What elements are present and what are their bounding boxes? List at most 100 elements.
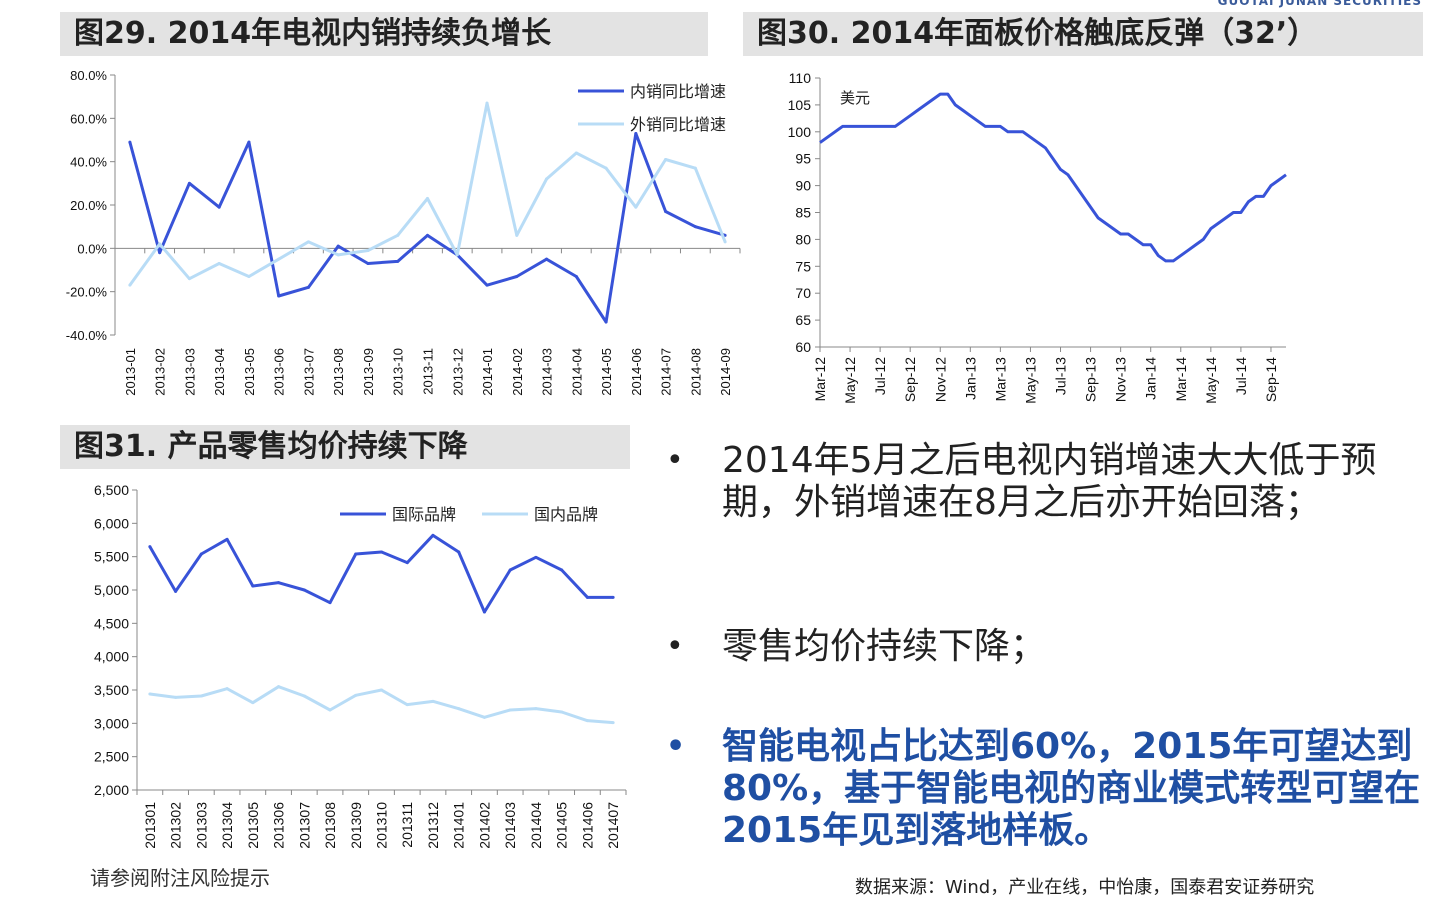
data-point xyxy=(306,240,310,244)
data-point xyxy=(485,283,489,287)
data-point xyxy=(545,257,549,261)
x-tick-label: 2013-01 xyxy=(123,348,138,396)
data-point xyxy=(302,694,306,698)
data-point xyxy=(247,140,251,144)
y-tick-label: 5,000 xyxy=(94,582,129,598)
data-point xyxy=(585,595,589,599)
data-point xyxy=(306,285,310,289)
data-point xyxy=(187,277,191,281)
y-tick-label: 5,500 xyxy=(94,549,129,565)
data-point xyxy=(457,707,461,711)
x-tick-label: 2014-01 xyxy=(480,348,495,396)
data-point xyxy=(455,253,459,257)
x-tick-label: 201308 xyxy=(322,802,338,849)
x-tick-label: 2014-07 xyxy=(659,348,674,396)
data-point xyxy=(158,242,162,246)
bullet-item-3: • 智能电视占比达到60%，2015年可望达到80%，基于智能电视的商业模式转型… xyxy=(660,726,1440,852)
y-tick-label: 3,000 xyxy=(94,715,129,731)
unit-label: 美元 xyxy=(840,89,870,107)
y-tick-label: 70 xyxy=(795,285,811,301)
x-tick-label: 2013-06 xyxy=(272,348,287,396)
x-tick-label: Sep-12 xyxy=(902,357,918,402)
data-point xyxy=(128,283,132,287)
x-tick-label: 201309 xyxy=(348,802,364,849)
y-tick-label: 100 xyxy=(788,124,812,140)
data-point xyxy=(426,197,429,200)
x-tick-label: Mar-14 xyxy=(1173,357,1189,402)
data-point xyxy=(604,320,608,324)
x-tick-label: Nov-12 xyxy=(932,357,948,402)
data-point xyxy=(187,181,191,185)
x-tick-label: 2014-03 xyxy=(540,348,555,396)
legend-label: 国际品牌 xyxy=(392,505,456,524)
data-point xyxy=(457,550,461,554)
x-tick-label: 201306 xyxy=(271,802,287,849)
x-tick-label: 2013-08 xyxy=(331,348,346,396)
x-tick-label: 201403 xyxy=(502,802,518,849)
data-point xyxy=(634,205,638,209)
data-point xyxy=(585,719,589,723)
fig29-title: 图29. 2014年电视内销持续负增长 xyxy=(60,12,708,56)
x-tick-label: 2014-04 xyxy=(569,348,584,396)
data-point xyxy=(482,610,486,614)
bullet-text-1: 2014年5月之后电视内销增速大大低于预期，外销增速在8月之后亦开始回落； xyxy=(722,440,1377,523)
data-point xyxy=(611,721,615,725)
x-tick-label: 201407 xyxy=(605,802,621,849)
x-tick-label: 201402 xyxy=(476,802,492,849)
data-point xyxy=(302,588,306,592)
data-point xyxy=(380,688,383,692)
x-tick-label: 201406 xyxy=(579,802,595,849)
x-tick-label: 201311 xyxy=(399,802,415,848)
x-tick-label: 2014-06 xyxy=(629,348,644,396)
legend-label: 内销同比增速 xyxy=(630,82,726,101)
data-point xyxy=(405,561,409,565)
x-tick-label: 201401 xyxy=(451,802,467,849)
x-tick-label: 201310 xyxy=(374,802,390,849)
fig31-title: 图31. 产品零售均价持续下降 xyxy=(60,425,630,469)
x-tick-label: Nov-13 xyxy=(1113,357,1129,402)
data-point xyxy=(560,710,564,714)
x-tick-label: 2013-12 xyxy=(450,348,465,396)
data-point xyxy=(128,140,132,144)
y-tick-label: 2,500 xyxy=(94,749,129,765)
x-tick-label: Jan-13 xyxy=(962,357,978,400)
chart-retail-average-price: 6,500 6,000 5,500 5,000 4,500 4,000 3,500 3,000… xyxy=(94,482,627,849)
x-tick-label: 2013-05 xyxy=(242,348,257,396)
data-point xyxy=(251,701,255,705)
data-point xyxy=(158,251,162,255)
data-point xyxy=(277,581,281,585)
data-point xyxy=(217,205,221,209)
x-tick-label: 201307 xyxy=(296,802,312,849)
data-point xyxy=(328,601,332,605)
data-point xyxy=(174,589,178,593)
bullet-item-1: • 2014年5月之后电视内销增速大大低于预期，外销增速在8月之后亦开始回落； xyxy=(660,440,1440,524)
data-point xyxy=(515,233,519,237)
y-tick-label: 40.0% xyxy=(70,155,107,170)
bullet-text-3: 智能电视占比达到60%，2015年可望达到80%，基于智能电视的商业模式转型可望… xyxy=(722,726,1421,851)
x-tick-label: 2014-05 xyxy=(599,348,614,396)
y-tick-label: 95 xyxy=(795,151,811,167)
y-tick-label: 80 xyxy=(795,231,811,247)
data-point xyxy=(574,275,578,278)
bullet-dot-icon: • xyxy=(666,443,684,478)
y-tick-label: 2,000 xyxy=(94,782,129,798)
y-tick-label: 80.0% xyxy=(70,68,107,83)
x-tick-label: Jan-14 xyxy=(1143,357,1159,400)
data-point xyxy=(225,687,229,691)
data-point xyxy=(277,294,281,298)
x-tick-label: May-13 xyxy=(1022,357,1038,404)
data-point xyxy=(328,708,332,712)
data-point xyxy=(560,568,564,572)
y-tick-label: 4,000 xyxy=(94,649,129,665)
x-tick-label: 2014-02 xyxy=(510,348,525,396)
x-tick-label: 2014-08 xyxy=(688,348,703,396)
y-tick-label: 65 xyxy=(795,312,811,328)
data-point xyxy=(366,249,370,252)
y-tick-label: 105 xyxy=(788,97,812,113)
data-point xyxy=(366,262,370,265)
x-tick-label: Jul-13 xyxy=(1053,357,1069,395)
data-point xyxy=(336,253,340,257)
y-tick-label: 4,500 xyxy=(94,615,129,631)
series-line-1 xyxy=(148,533,614,614)
